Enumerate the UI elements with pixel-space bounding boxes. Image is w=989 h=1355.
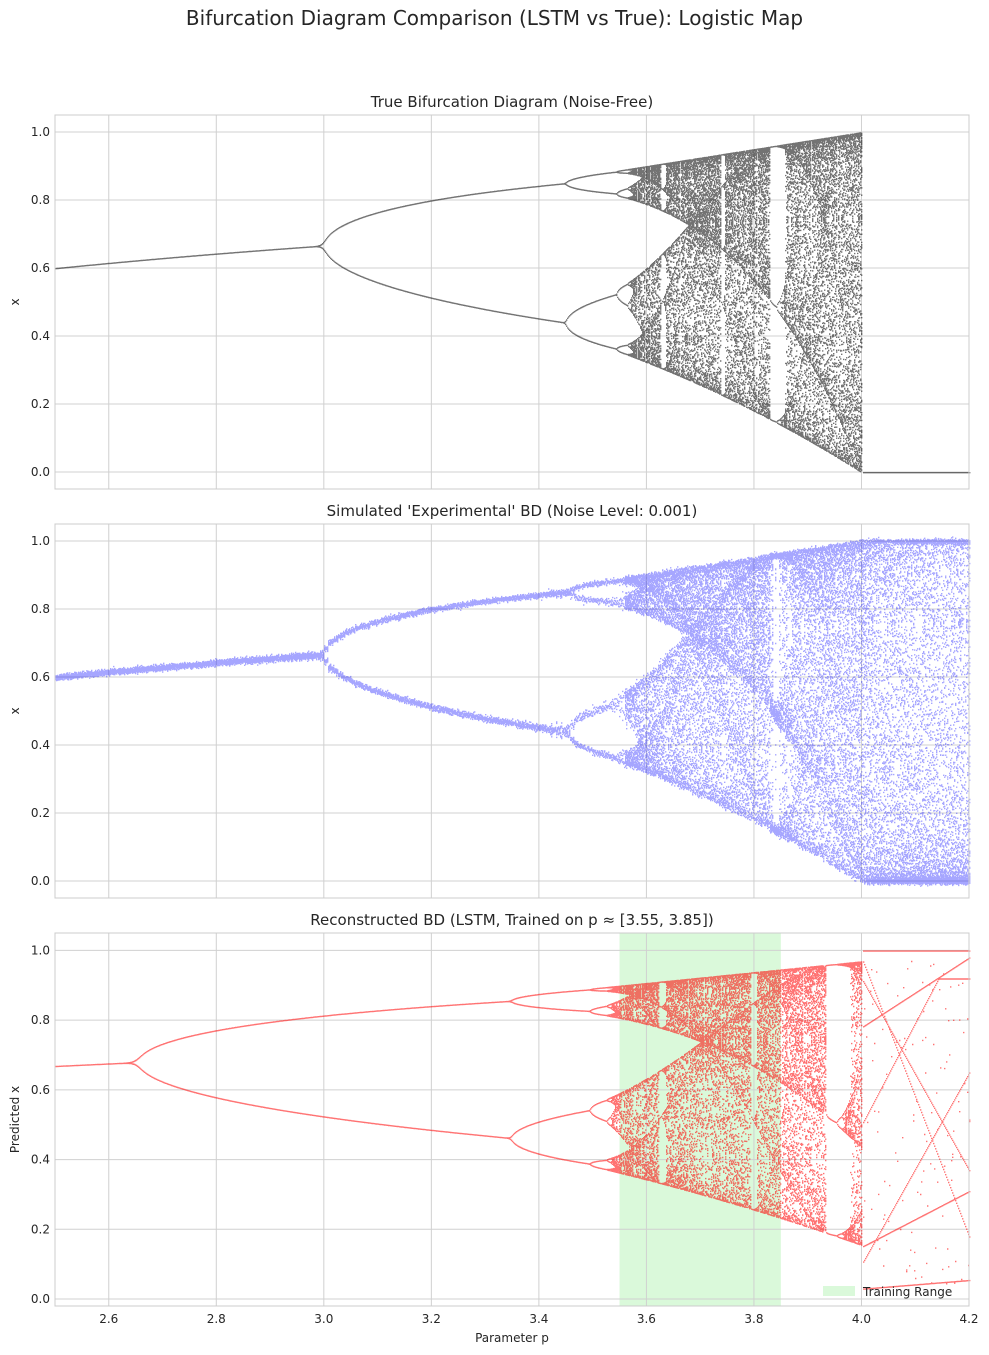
x-tick-label: 3.6 — [637, 1312, 656, 1326]
x-tick-label: 3.4 — [529, 1312, 548, 1326]
x-tick-label: 4.2 — [959, 1312, 978, 1326]
y-tick-label: 1.0 — [31, 125, 50, 139]
x-tick-label: 2.6 — [99, 1312, 118, 1326]
plot-area — [55, 115, 969, 489]
axes-frame — [54, 523, 970, 899]
panel-noisy-bd: 0.0 0.2 0.4 0.6 0.8 1.0 Simulated 'Experimenta… — [8, 502, 971, 899]
y-tick-label: 0.2 — [31, 806, 50, 820]
y-tick-label: 0.8 — [31, 193, 50, 207]
x-tick-label: 3.0 — [314, 1312, 333, 1326]
panel-title: True Bifurcation Diagram (Noise-Free) — [370, 93, 653, 111]
x-tick-label: 3.8 — [744, 1312, 763, 1326]
scatter-points — [55, 950, 971, 1290]
legend: Training Range — [823, 1285, 952, 1299]
y-axis-label: Predicted x — [8, 1086, 22, 1153]
y-tick-label: 0.0 — [31, 1292, 50, 1306]
y-tick-label: 0.4 — [31, 329, 50, 343]
figure-title: Bifurcation Diagram Comparison (LSTM vs … — [185, 6, 804, 30]
x-tick-label: 4.0 — [852, 1312, 871, 1326]
y-tick-label: 0.4 — [31, 738, 50, 752]
y-tick-label: 0.6 — [31, 670, 50, 684]
y-tick-label: 0.8 — [31, 602, 50, 616]
y-tick-label: 0.2 — [31, 1222, 50, 1236]
panel-true-bd: 0.0 0.2 0.4 0.6 0.8 1.0 True Bifurcation Diagr… — [8, 93, 971, 490]
axes-frame — [54, 932, 970, 1307]
axes-frame — [54, 114, 970, 490]
y-tick-label: 0.6 — [31, 261, 50, 275]
plot-area — [55, 524, 969, 898]
y-axis-label: x — [8, 707, 22, 714]
y-tick-label: 0.2 — [31, 397, 50, 411]
y-tick-label: 1.0 — [31, 943, 50, 957]
panel-lstm-bd: 0.0 0.2 0.4 0.6 0.8 1.0 2.6 2.8 3.0 3.2 3.4 3.6 3.8 4… — [8, 911, 979, 1345]
y-tick-label: 0.4 — [31, 1153, 50, 1167]
x-axis-label: Parameter p — [475, 1331, 549, 1345]
legend-swatch — [823, 1286, 855, 1296]
panel-title: Reconstructed BD (LSTM, Trained on p ≈ [… — [310, 911, 713, 929]
scatter-points — [55, 132, 971, 474]
y-tick-label: 1.0 — [31, 534, 50, 548]
y-tick-label: 0.6 — [31, 1083, 50, 1097]
x-tick-label: 3.2 — [422, 1312, 441, 1326]
legend-label: Training Range — [862, 1285, 952, 1299]
y-tick-label: 0.0 — [31, 465, 50, 479]
panel-title: Simulated 'Experimental' BD (Noise Level… — [327, 502, 698, 520]
scatter-points — [55, 536, 971, 887]
plot-area — [55, 933, 969, 1306]
y-tick-label: 0.0 — [31, 874, 50, 888]
y-axis-label: x — [8, 298, 22, 305]
x-tick-label: 2.8 — [207, 1312, 226, 1326]
y-tick-label: 0.8 — [31, 1013, 50, 1027]
